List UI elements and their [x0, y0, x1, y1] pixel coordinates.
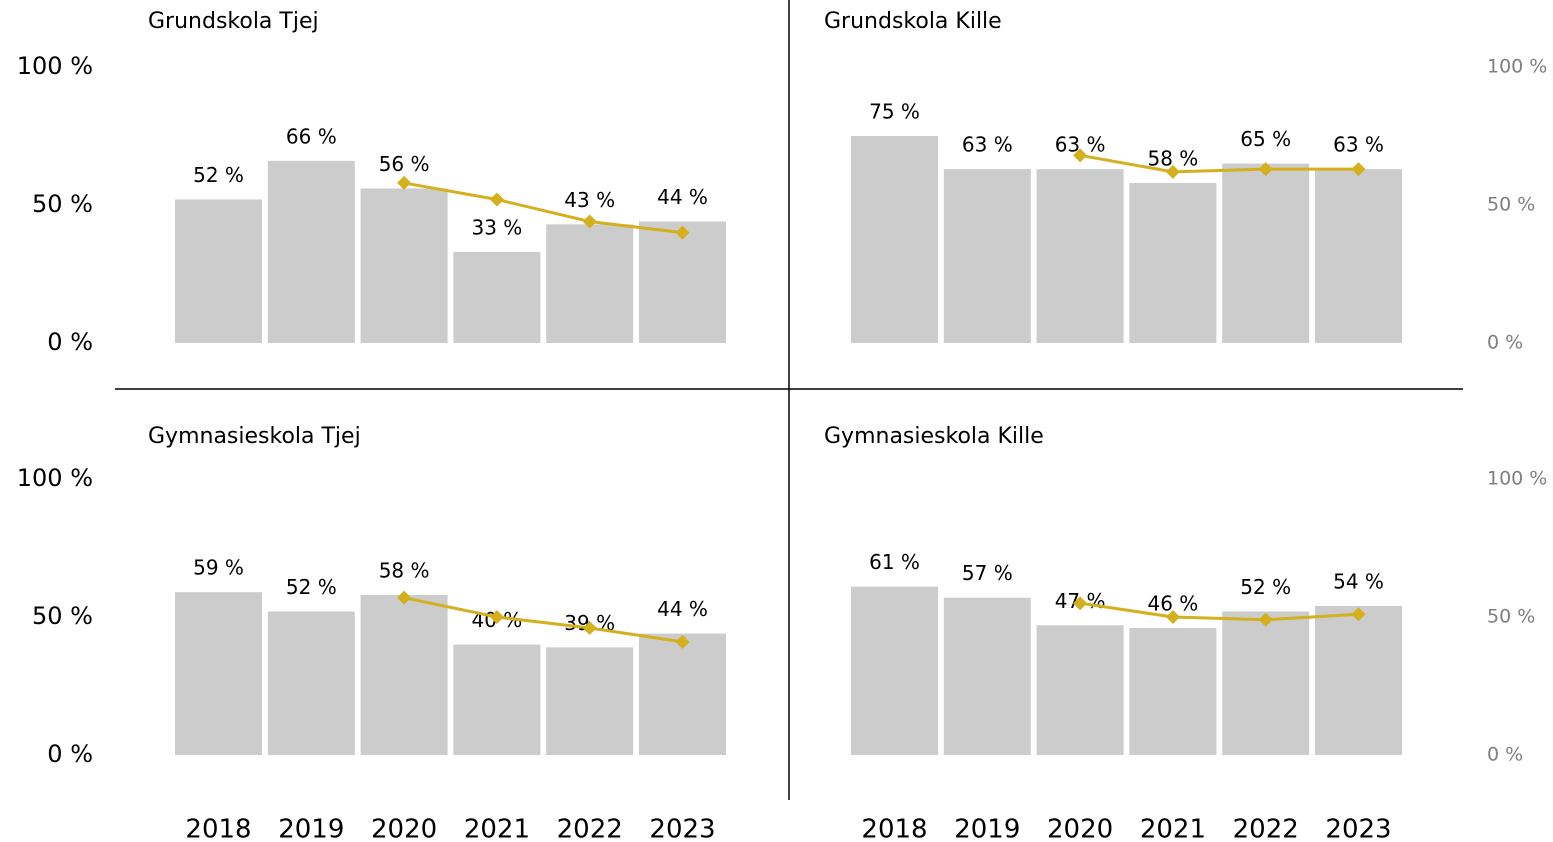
line-marker: [1073, 148, 1088, 163]
data-label: 59 %: [193, 556, 244, 580]
bar: [267, 160, 355, 343]
line-marker: [1165, 610, 1180, 624]
bar: [360, 188, 448, 343]
x-tick-label: 2018: [861, 815, 927, 842]
x-tick-label: 2021: [464, 815, 530, 842]
x-tick-label: 2023: [1325, 815, 1391, 842]
data-label: 44 %: [657, 597, 708, 621]
x-tick-label: 2019: [278, 815, 344, 842]
bar: [1036, 625, 1124, 755]
y-tick-label: 100 %: [1487, 468, 1547, 490]
y-tick-label: 100 %: [1487, 56, 1547, 78]
x-tick-label: 2019: [954, 815, 1020, 842]
line-marker: [1351, 162, 1366, 177]
bar: [851, 136, 938, 343]
data-label: 61 %: [869, 550, 920, 574]
line-marker: [1258, 612, 1273, 627]
x-tick-label: 2022: [1233, 815, 1299, 842]
bar: [1222, 611, 1310, 755]
line: [403, 596, 683, 644]
data-label: 52 %: [286, 575, 337, 599]
bar: [546, 647, 634, 755]
x-tick-label: 2020: [371, 815, 437, 842]
y-tick-label: 0 %: [47, 740, 93, 768]
bar: [1129, 182, 1217, 343]
data-label: 52 %: [1240, 575, 1291, 599]
y-tick-label: 0 %: [47, 328, 93, 356]
bar: [175, 592, 262, 755]
y-tick-label: 50 %: [32, 190, 93, 218]
line-marker: [1351, 607, 1366, 622]
line-marker: [1258, 162, 1273, 177]
line: [1079, 601, 1359, 622]
data-label: 75 %: [869, 100, 920, 124]
data-label: 66 %: [286, 124, 337, 148]
line: [1079, 153, 1359, 174]
bar: [1315, 169, 1402, 343]
data-label: 63 %: [1333, 133, 1384, 157]
y-tick-label: 100 %: [17, 464, 93, 492]
x-tick-label: 2020: [1047, 815, 1113, 842]
data-label: 65 %: [1240, 127, 1291, 151]
line-marker: [397, 590, 412, 605]
panel-title: Grundskola Tjej: [148, 9, 319, 34]
bar: [267, 611, 355, 755]
data-label: 43 %: [564, 188, 615, 212]
bar: [943, 169, 1031, 343]
data-label: 57 %: [962, 561, 1013, 585]
data-label: 63 %: [962, 133, 1013, 157]
bar: [943, 597, 1031, 755]
x-tick-label: 2021: [1140, 815, 1206, 842]
y-tick-label: 50 %: [1487, 194, 1535, 216]
line: [403, 181, 683, 235]
bar: [1222, 163, 1310, 343]
bar: [175, 199, 262, 343]
line-marker: [489, 610, 504, 624]
line-marker: [1165, 164, 1180, 179]
x-tick-label: 2022: [557, 815, 623, 842]
bar: [453, 251, 541, 343]
y-tick-label: 0 %: [1487, 332, 1523, 354]
data-label: 58 %: [379, 558, 430, 582]
bar: [639, 221, 726, 343]
bar: [1315, 605, 1402, 755]
bar: [546, 224, 634, 343]
line-marker: [675, 225, 690, 240]
bar: [360, 594, 448, 755]
line-marker: [397, 175, 412, 190]
bar: [851, 586, 938, 755]
y-tick-label: 50 %: [1487, 606, 1535, 628]
data-label: 56 %: [379, 152, 430, 176]
panel-title: Gymnasieskola Kille: [824, 424, 1044, 449]
data-label: 44 %: [657, 185, 708, 209]
x-tick-label: 2023: [649, 815, 715, 842]
y-tick-label: 50 %: [32, 602, 93, 630]
bar: [1036, 169, 1124, 343]
bar: [639, 633, 726, 755]
x-tick-label: 2018: [185, 815, 251, 842]
panel-title: Gymnasieskola Tjej: [148, 424, 361, 449]
data-label: 54 %: [1333, 569, 1384, 593]
line-marker: [582, 621, 597, 636]
line-marker: [675, 634, 690, 649]
bar: [1129, 628, 1217, 755]
data-label: 52 %: [193, 163, 244, 187]
panel-title: Grundskola Kille: [824, 9, 1002, 34]
line-marker: [489, 192, 504, 207]
bar: [453, 644, 541, 755]
line-marker: [1073, 596, 1088, 611]
line-marker: [582, 214, 597, 229]
data-label: 33 %: [471, 215, 522, 239]
y-tick-label: 0 %: [1487, 744, 1523, 766]
y-tick-label: 100 %: [17, 52, 93, 80]
